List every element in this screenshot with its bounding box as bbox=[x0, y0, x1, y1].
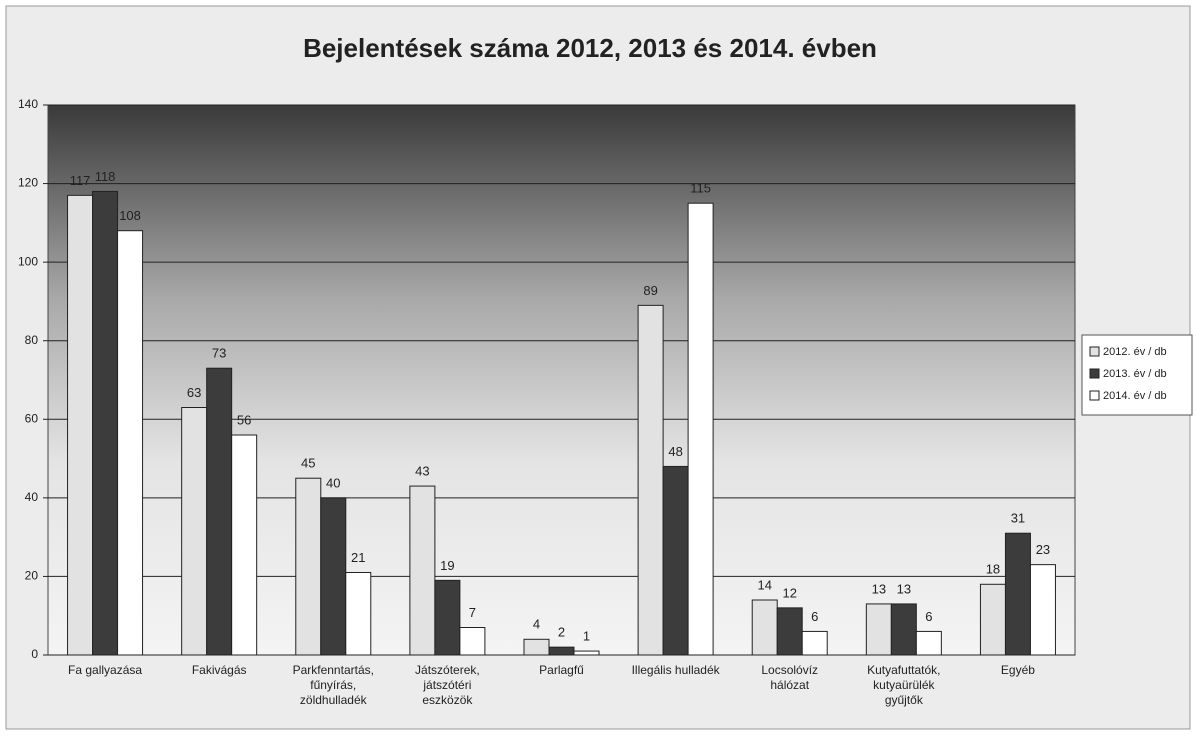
y-tick-label: 20 bbox=[25, 569, 39, 583]
x-tick-label: Kutyafuttatók, bbox=[867, 663, 940, 677]
value-label: 118 bbox=[95, 169, 116, 184]
value-label: 23 bbox=[1036, 542, 1050, 557]
x-tick-label: Játszóterek, bbox=[415, 663, 480, 677]
bar bbox=[548, 646, 575, 656]
x-tick-label: hálózat bbox=[770, 678, 809, 692]
value-label: 108 bbox=[119, 208, 141, 223]
x-tick-label: kutyaürülék bbox=[873, 678, 935, 692]
legend-box bbox=[1081, 334, 1193, 416]
bar bbox=[434, 579, 461, 656]
legend-swatch bbox=[1089, 346, 1100, 357]
x-tick-label: zöldhulladék bbox=[300, 693, 368, 707]
value-label: 6 bbox=[925, 609, 932, 624]
bar bbox=[1029, 564, 1056, 656]
value-label: 14 bbox=[757, 577, 771, 592]
bar bbox=[92, 190, 119, 656]
bar bbox=[320, 497, 347, 656]
bar bbox=[637, 304, 664, 656]
x-tick-label: játszótéri bbox=[422, 678, 471, 692]
bar bbox=[67, 194, 94, 656]
x-tick-label: Fa gallyazása bbox=[68, 663, 142, 677]
bar bbox=[459, 627, 486, 656]
bar bbox=[662, 465, 689, 656]
bar bbox=[979, 583, 1006, 656]
legend-swatch bbox=[1089, 390, 1100, 401]
legend-label: 2013. év / db bbox=[1103, 368, 1167, 380]
x-tick-label: Illegális hulladék bbox=[632, 663, 721, 677]
bar bbox=[573, 650, 600, 656]
bar bbox=[776, 607, 803, 656]
bar bbox=[117, 230, 144, 656]
bar bbox=[409, 485, 436, 656]
value-label: 63 bbox=[187, 385, 201, 400]
value-label: 45 bbox=[301, 456, 315, 471]
value-label: 40 bbox=[326, 475, 340, 490]
bar bbox=[523, 638, 550, 656]
bar bbox=[181, 407, 208, 656]
bar bbox=[865, 603, 892, 656]
value-label: 31 bbox=[1011, 511, 1025, 526]
bar bbox=[231, 434, 258, 656]
x-tick-label: Parkfenntartás, bbox=[293, 663, 374, 677]
x-tick-label: gyűjtők bbox=[885, 693, 924, 707]
value-label: 7 bbox=[469, 605, 476, 620]
value-label: 21 bbox=[351, 550, 365, 565]
bar bbox=[890, 603, 917, 656]
value-label: 73 bbox=[212, 346, 226, 361]
x-tick-label: Parlagfű bbox=[539, 663, 584, 677]
x-tick-label: Locsolóvíz bbox=[761, 663, 818, 677]
value-label: 13 bbox=[897, 581, 911, 596]
bar bbox=[295, 477, 322, 656]
value-label: 43 bbox=[415, 464, 429, 479]
x-tick-label: Fakivágás bbox=[192, 663, 247, 677]
bar bbox=[801, 630, 828, 656]
value-label: 56 bbox=[237, 412, 251, 427]
value-label: 1 bbox=[583, 629, 590, 644]
value-label: 115 bbox=[690, 181, 711, 196]
x-tick-label: fűnyírás, bbox=[310, 678, 356, 692]
y-tick-label: 40 bbox=[25, 490, 39, 504]
legend-label: 2012. év / db bbox=[1103, 346, 1167, 358]
y-tick-label: 100 bbox=[18, 254, 38, 268]
bar bbox=[1004, 532, 1031, 656]
bar bbox=[751, 599, 778, 656]
y-tick-label: 140 bbox=[18, 97, 38, 111]
y-tick-label: 80 bbox=[25, 333, 39, 347]
bar bbox=[687, 202, 714, 656]
value-label: 117 bbox=[70, 173, 91, 188]
y-tick-label: 120 bbox=[18, 176, 38, 190]
value-label: 2 bbox=[558, 625, 565, 640]
value-label: 19 bbox=[440, 558, 454, 573]
bar bbox=[206, 367, 233, 656]
y-tick-label: 0 bbox=[31, 647, 38, 661]
value-label: 48 bbox=[668, 444, 682, 459]
value-label: 89 bbox=[643, 283, 657, 298]
value-label: 4 bbox=[533, 617, 540, 632]
legend-swatch bbox=[1089, 368, 1100, 379]
bar bbox=[915, 630, 942, 656]
x-tick-label: Egyéb bbox=[1001, 663, 1035, 677]
value-label: 13 bbox=[872, 581, 886, 596]
x-tick-label: eszközök bbox=[422, 693, 473, 707]
value-label: 18 bbox=[986, 562, 1000, 577]
legend-label: 2014. év / db bbox=[1103, 390, 1167, 402]
value-label: 6 bbox=[811, 609, 818, 624]
chart-title: Bejelentések száma 2012, 2013 és 2014. é… bbox=[303, 33, 877, 63]
y-tick-label: 60 bbox=[25, 411, 39, 425]
bar bbox=[345, 572, 372, 656]
value-label: 12 bbox=[782, 585, 796, 600]
